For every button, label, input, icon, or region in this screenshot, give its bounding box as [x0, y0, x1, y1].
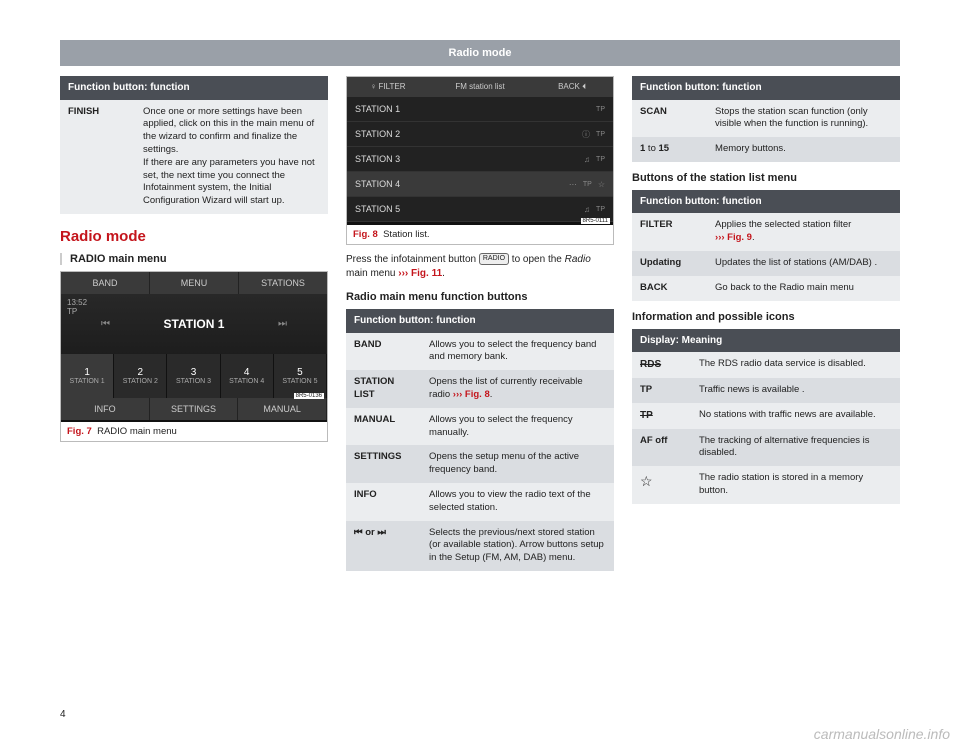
icons-table: Display: Meaning RDSThe RDS radio data s… — [632, 329, 900, 504]
list-title: FM station list — [429, 77, 531, 97]
column-1: Function button: function FINISH Once on… — [60, 76, 328, 581]
key-finish: FINISH — [60, 100, 135, 215]
table-header: Function button: function — [60, 76, 328, 100]
fig7-caption: Fig. 7 RADIO main menu — [61, 422, 327, 441]
tp-disabled-icon: TP — [640, 410, 653, 421]
next-icon: ⏭ — [278, 319, 287, 330]
station-list-screen: ♀ FILTER FM station list BACK ⏴ STATION … — [347, 77, 613, 225]
screen-id-badge: 8R5-0111 — [581, 218, 610, 224]
tab-menu: MENU — [150, 272, 239, 294]
main-menu-buttons-table: Function button: function BANDAllows you… — [346, 309, 614, 571]
tab-band: BAND — [61, 272, 150, 294]
fig8-caption: Fig. 8 Station list. — [347, 225, 613, 244]
column-3: Function button: function SCANStops the … — [632, 76, 900, 581]
subhead-station-list-buttons: Buttons of the station list menu — [632, 172, 900, 184]
clock: 13:52TP — [67, 298, 87, 316]
subhead-info-icons: Information and possible icons — [632, 311, 900, 323]
content-columns: Function button: function FINISH Once on… — [0, 76, 960, 581]
finish-table: Function button: function FINISH Once on… — [60, 76, 328, 214]
rds-disabled-icon: RDS — [640, 359, 661, 370]
figure-8: ♀ FILTER FM station list BACK ⏴ STATION … — [346, 76, 614, 245]
body-paragraph: Press the infotainment button RADIO to o… — [346, 253, 614, 281]
val-finish: Once one or more settings have been appl… — [135, 100, 328, 215]
page-number: 4 — [60, 709, 66, 720]
af-off-icon: AF off — [640, 435, 667, 446]
current-station: STATION 1 — [164, 317, 225, 331]
scan-table: Function button: function SCANStops the … — [632, 76, 900, 162]
radio-button-icon: RADIO — [479, 253, 509, 265]
filter-button: ♀ FILTER — [347, 77, 429, 97]
page-header: Radio mode — [60, 40, 900, 66]
tab-settings: SETTINGS — [150, 398, 239, 420]
column-2: ♀ FILTER FM station list BACK ⏴ STATION … — [346, 76, 614, 581]
preset-row: 1STATION 1 2STATION 2 3STATION 3 4STATIO… — [61, 354, 327, 398]
tab-stations: STATIONS — [239, 272, 327, 294]
figure-7: BAND MENU STATIONS 13:52TP ⏮ STATION 1 ⏭… — [60, 271, 328, 442]
tab-info: INFO — [61, 398, 150, 420]
station-list-buttons-table: Function button: function FILTERApplies … — [632, 190, 900, 301]
tp-icon: TP — [640, 384, 652, 395]
back-button: BACK ⏴ — [531, 77, 613, 97]
screen-id-badge: 8R5-0136 — [294, 393, 324, 399]
subhead-radio-main-menu: RADIO main menu — [60, 253, 328, 265]
tab-manual: MANUAL — [238, 398, 327, 420]
prev-icon: ⏮ — [101, 319, 110, 330]
star-icon: ☆ — [632, 466, 691, 504]
section-title-radio-mode: Radio mode — [60, 228, 328, 245]
subhead-radio-main-buttons: Radio main menu function buttons — [346, 291, 614, 303]
watermark: carmanualsonline.info — [814, 726, 950, 742]
radio-main-menu-screen: BAND MENU STATIONS 13:52TP ⏮ STATION 1 ⏭… — [61, 272, 327, 422]
